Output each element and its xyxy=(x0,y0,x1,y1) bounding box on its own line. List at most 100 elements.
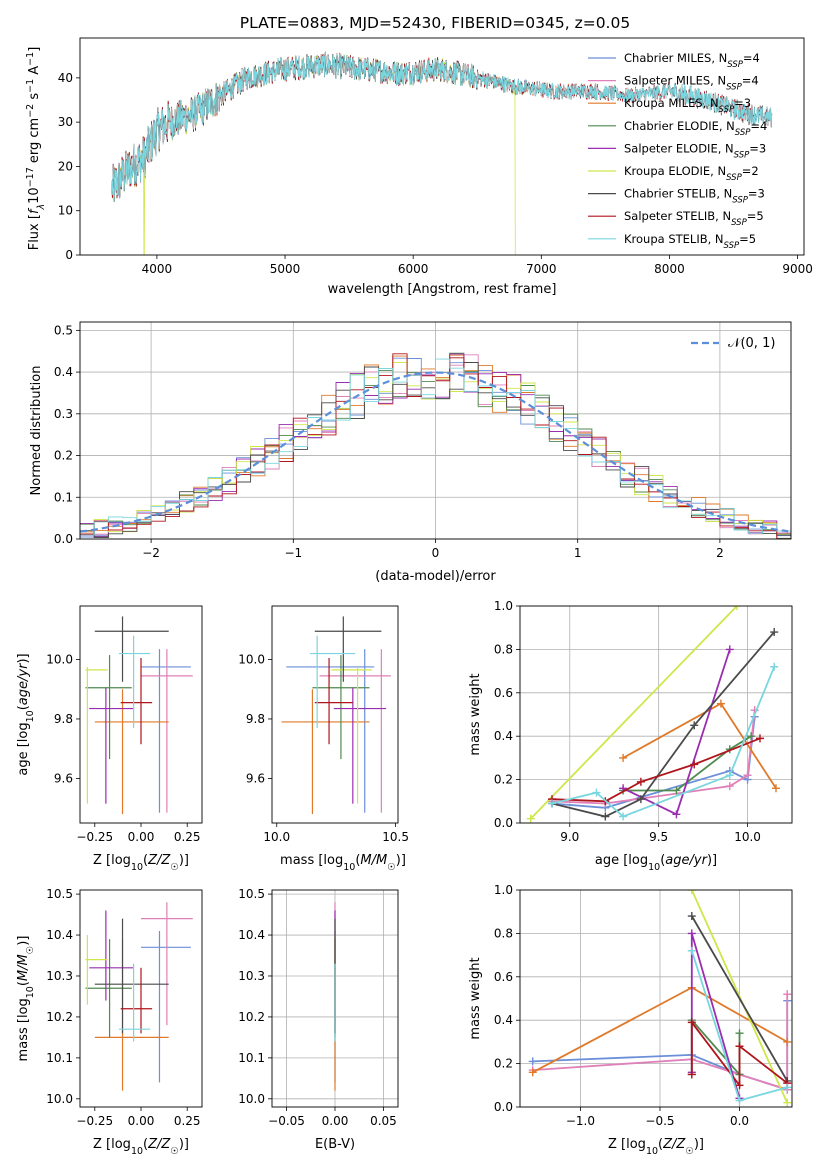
point-marker xyxy=(743,771,752,780)
series-kroupa-stelib xyxy=(687,946,792,1105)
point-marker xyxy=(687,890,696,894)
data-point xyxy=(120,658,153,745)
data-point xyxy=(281,689,370,815)
point-marker xyxy=(636,795,645,804)
gaussian-curve xyxy=(80,371,789,533)
grid xyxy=(520,889,792,1108)
y-tick-label: 10 xyxy=(58,204,73,218)
data-point xyxy=(85,939,132,1038)
series-salpeter-elodie xyxy=(687,929,744,1103)
series-line xyxy=(690,890,789,1104)
y-tick-label: 0.0 xyxy=(494,1100,513,1114)
y-tick-label: 0.0 xyxy=(54,532,73,546)
point-marker xyxy=(735,1096,744,1105)
x-axis-label: age [log10(age/yr)] xyxy=(595,853,717,873)
x-axis-label: Z [log10(Z/Z☉)] xyxy=(93,1137,189,1157)
data-point xyxy=(141,930,191,1083)
data-point xyxy=(141,902,193,1026)
y-tick-label: 30 xyxy=(58,115,73,129)
x-axis-label: Z [log10(Z/Z☉)] xyxy=(608,1137,704,1157)
series-line xyxy=(111,51,773,202)
legend-entry: Salpeter MILES, NSSP=4 xyxy=(624,74,759,93)
point-marker xyxy=(725,771,734,780)
y-tick-label: 1.0 xyxy=(494,883,513,897)
y-tick-label: 0.3 xyxy=(54,407,73,421)
y-tick-label: 0.2 xyxy=(494,773,513,787)
legend-entry: 𝒩(0, 1) xyxy=(728,336,775,351)
y-tick-label: 0.8 xyxy=(494,642,513,656)
panels: 4000 5000 6000 7000 8000 9000010203040wavelen… xyxy=(16,37,813,1157)
x-tick-label: −0.5 xyxy=(645,1114,674,1128)
x-tick-label: 1 xyxy=(574,546,582,560)
point-marker xyxy=(783,1037,792,1046)
data-point xyxy=(94,918,169,1034)
panel-age-vs-mass: 10.0 10.5 9.6 9.8 10.0 mass [log10(M/M☉)] xyxy=(238,605,409,873)
point-marker xyxy=(672,786,681,795)
legend-entry: Chabrier MILES, NSSP=4 xyxy=(624,51,760,70)
plot-area xyxy=(85,616,193,815)
point-marker xyxy=(687,1070,696,1079)
y-tick-label: 0.5 xyxy=(54,323,73,337)
data-point xyxy=(89,687,134,804)
axes: −1.0 −0.5 0.0 0.0 0.2 0.4 0.6 0.8 1.0 Z [log10(Z/… xyxy=(468,883,793,1157)
series-kroupa-elodie xyxy=(687,890,792,1107)
point-marker xyxy=(687,946,696,955)
data-point xyxy=(331,666,372,804)
point-marker xyxy=(526,814,535,823)
point-marker xyxy=(735,1081,744,1090)
x-tick-label: 5000 xyxy=(270,262,301,276)
x-tick-label: 10.5 xyxy=(382,830,409,844)
x-tick-label: −2 xyxy=(142,546,160,560)
series-salpeter-miles xyxy=(548,706,759,808)
series-line xyxy=(530,606,738,820)
y-tick-label: 40 xyxy=(58,71,73,85)
x-tick-label: 0 xyxy=(432,546,440,560)
point-marker xyxy=(783,1083,792,1092)
legend-entry: Salpeter STELIB, NSSP=5 xyxy=(624,209,764,228)
y-tick-label: 0.4 xyxy=(494,729,513,743)
series-kroupa-miles xyxy=(619,699,780,793)
series-salpeter-stelib xyxy=(548,734,764,806)
x-tick-label: 9000 xyxy=(782,262,813,276)
point-marker xyxy=(735,1029,744,1038)
data-point xyxy=(85,655,132,760)
axes: −0.25 0.00 0.25 10.0 10.1 10.2 10.3 10.4 10.5 Z [… xyxy=(16,887,203,1157)
y-axis-label: mass weight xyxy=(468,673,483,755)
point-marker xyxy=(732,606,741,610)
x-tick-label: 0.05 xyxy=(370,1114,397,1128)
y-tick-label: 10.0 xyxy=(46,1092,73,1106)
x-tick-label: 0.0 xyxy=(730,1114,749,1128)
axes: 10.0 10.5 9.6 9.8 10.0 mass [log10(M/M☉)] xyxy=(238,605,409,873)
data-point xyxy=(85,935,108,1005)
point-marker xyxy=(783,990,792,999)
y-tick-label: 10.1 xyxy=(238,1051,265,1065)
y-tick-label: 10.0 xyxy=(238,1092,265,1106)
axes-frame xyxy=(519,605,793,824)
y-tick-label: 1.0 xyxy=(494,599,513,613)
y-tick-label: 0.1 xyxy=(54,490,73,504)
y-axis-label: Normed distribution xyxy=(29,366,44,496)
legend-entry: Chabrier ELODIE, NSSP=4 xyxy=(624,119,767,138)
legend-entry: Chabrier STELIB, NSSP=3 xyxy=(624,187,765,206)
point-marker xyxy=(619,753,628,762)
data-point xyxy=(286,649,375,813)
data-point xyxy=(314,616,382,682)
axes: 4000 5000 6000 7000 8000 9000 0 10 20 30 40 wavelen… xyxy=(25,37,813,297)
plot-area xyxy=(281,616,391,815)
data-point xyxy=(89,910,134,1001)
x-tick-label: −1.0 xyxy=(566,1114,595,1128)
figure-title: PLATE=0883, MJD=52430, FIBERID=0345, z=0… xyxy=(240,14,630,32)
x-tick-label: 2 xyxy=(716,546,724,560)
point-marker xyxy=(687,912,696,921)
point-marker xyxy=(756,734,764,743)
y-tick-label: 10.5 xyxy=(238,887,265,901)
x-axis-label: Z [log10(Z/Z☉)] xyxy=(93,853,189,873)
axes: −0.05 0.00 0.05 10.0 10.1 10.2 10.3 10.4 10.5 E(B… xyxy=(238,887,399,1152)
y-tick-label: 0.4 xyxy=(54,365,73,379)
data-point xyxy=(120,967,153,1034)
y-tick-label: 0.4 xyxy=(494,1013,513,1027)
panel-mass-vs-EBV: −0.05 0.00 0.05 10.0 10.1 10.2 10.3 10.4 10.5 E(B… xyxy=(238,887,399,1152)
x-tick-label: 0.00 xyxy=(128,1114,155,1128)
series-line xyxy=(551,716,756,809)
series-line xyxy=(623,735,752,792)
